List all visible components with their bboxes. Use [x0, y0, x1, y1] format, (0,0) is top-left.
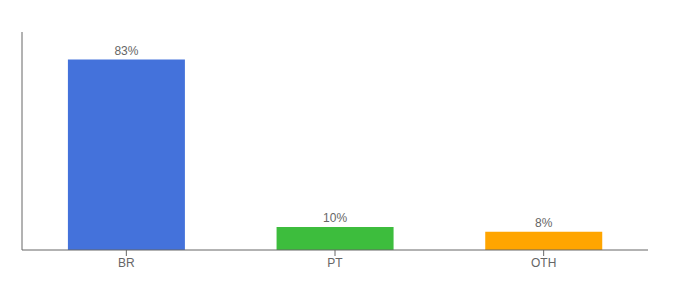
- svg-text:OTH: OTH: [531, 256, 556, 270]
- svg-text:10%: 10%: [323, 211, 347, 225]
- svg-text:BR: BR: [118, 256, 135, 270]
- svg-text:83%: 83%: [114, 44, 138, 58]
- svg-text:8%: 8%: [535, 216, 553, 230]
- svg-text:PT: PT: [327, 256, 343, 270]
